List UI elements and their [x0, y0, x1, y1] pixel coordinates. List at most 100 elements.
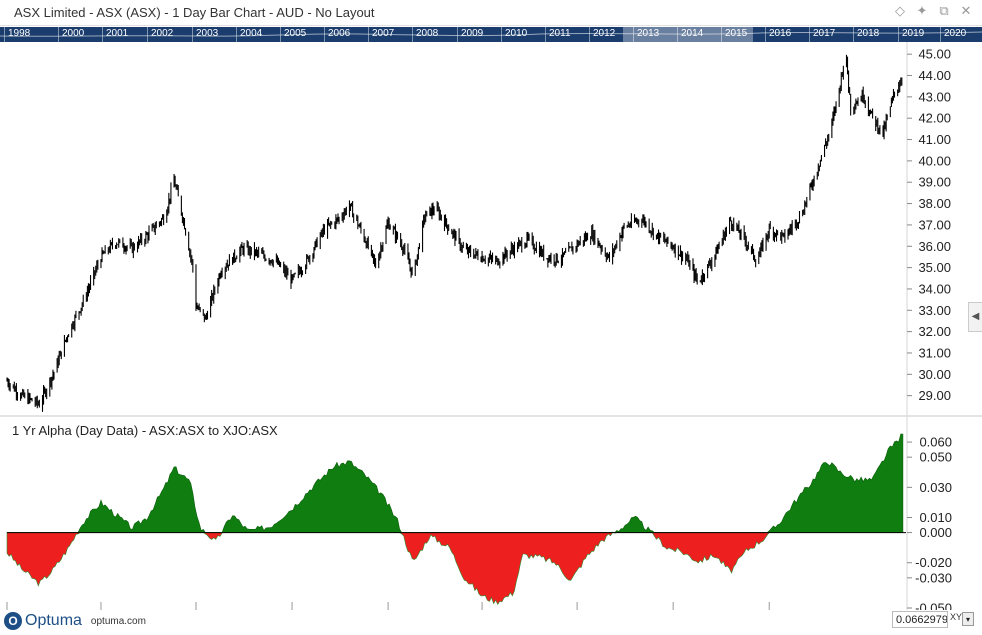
price-axis-label: 31.00 — [918, 345, 951, 360]
alpha-indicator-title: 1 Yr Alpha (Day Data) - ASX:ASX to XJO:A… — [12, 423, 278, 438]
window-title: ASX Limited - ASX (ASX) - 1 Day Bar Char… — [14, 5, 375, 20]
price-axis-label: 40.00 — [918, 153, 951, 168]
price-axis-label: 43.00 — [918, 89, 951, 104]
navigator-year-tick — [853, 27, 854, 42]
optuma-logo-mark-icon: O — [4, 612, 22, 630]
chevron-left-icon: ◀ — [971, 311, 980, 322]
side-panel-toggle[interactable]: ◀ — [968, 302, 982, 332]
navigator-year-tick — [412, 27, 413, 42]
close-icon[interactable]: ✕ — [960, 4, 972, 19]
timeline-navigator[interactable]: 1998 2000 2001 2002 2003 2004 2005 2006 2007 2008… — [0, 27, 982, 42]
navigator-year-label: 2001 — [106, 28, 129, 39]
x-axis-label: Jul — [201, 609, 218, 610]
navigator-year-tick — [501, 27, 502, 42]
restore-icon[interactable]: ⧉ — [939, 4, 949, 19]
price-axis-label: 41.00 — [918, 132, 951, 147]
alpha-axis-label: 0.030 — [919, 480, 952, 495]
navigator-year-label: 2008 — [416, 28, 439, 39]
alpha-axis-label: -0.030 — [915, 570, 952, 585]
price-axis-label: 36.00 — [918, 239, 951, 254]
navigator-year-tick — [898, 27, 899, 42]
navigator-year-label: 2009 — [461, 28, 484, 39]
navigator-year-label: 2003 — [196, 28, 219, 39]
navigator-window-selection[interactable] — [623, 27, 753, 42]
navigator-year-label: 2013 — [637, 28, 660, 39]
navigator-year-tick — [809, 27, 810, 42]
navigator-year-tick — [940, 27, 941, 42]
xy-label[interactable]: XY — [950, 612, 963, 622]
navigator-year-tick — [147, 27, 148, 42]
alpha-axis-label: -0.050 — [915, 601, 952, 611]
chart-area[interactable]: 45.00 44.00 43.00 42.00 41.00 40.00 39.00 38.00… — [0, 42, 982, 610]
navigator-year-label: 2019 — [902, 28, 925, 39]
alpha-axis-label: 0.000 — [919, 525, 952, 540]
pin-icon[interactable]: ✦ — [916, 4, 928, 19]
optuma-url: optuma.com — [90, 615, 146, 627]
navigator-year-label: 2006 — [328, 28, 351, 39]
navigator-year-tick — [58, 27, 59, 42]
navigator-year-label: 2011 — [549, 28, 571, 39]
x-axis-label: 2013 — [12, 609, 41, 610]
chevron-down-icon: ▾ — [965, 615, 970, 624]
price-axis-label: 42.00 — [918, 111, 951, 126]
price-axis-label: 33.00 — [918, 303, 951, 318]
price-axis-label: 45.00 — [918, 47, 951, 62]
readout-dropdown[interactable]: ▾ — [962, 612, 974, 626]
navigator-year-tick — [457, 27, 458, 42]
navigator-year-tick — [4, 27, 5, 42]
navigator-year-tick — [633, 27, 634, 42]
x-axis-label: 2014 — [393, 609, 422, 610]
x-axis-label: Oct — [297, 609, 318, 610]
x-axis-label: 2015 — [774, 609, 803, 610]
crosshair-value-readout: 0.0662979 — [892, 611, 948, 628]
navigator-year-tick — [765, 27, 766, 42]
optuma-logo-name: Optuma — [25, 612, 82, 629]
alpha-axis-label: -0.020 — [915, 555, 952, 570]
price-axis-label: 29.00 — [918, 388, 951, 403]
navigator-year-label: 2016 — [769, 28, 792, 39]
navigator-year-tick — [721, 27, 722, 42]
navigator-overview-line — [0, 31, 982, 37]
optuma-logo: O Optuma optuma.com — [4, 612, 146, 630]
navigator-year-tick — [677, 27, 678, 42]
layout-diamond-icon[interactable]: ◇ — [895, 4, 905, 19]
price-axis-label: 30.00 — [918, 367, 951, 382]
navigator-year-label: 2000 — [62, 28, 85, 39]
x-axis-label: Oct — [678, 609, 699, 610]
navigator-year-tick — [280, 27, 281, 42]
alpha-axis-label: 0.050 — [919, 450, 952, 465]
navigator-year-label: 2015 — [725, 28, 748, 39]
price-axis-label: 39.00 — [918, 175, 951, 190]
navigator-year-tick — [102, 27, 103, 42]
chart-footer: O Optuma optuma.com — [0, 610, 890, 635]
x-axis-label: Apr — [106, 609, 127, 610]
navigator-year-tick — [324, 27, 325, 42]
navigator-year-label: 2014 — [681, 28, 704, 39]
navigator-year-label: 2017 — [813, 28, 836, 39]
navigator-year-label: 1998 — [8, 28, 31, 39]
price-axis-label: 34.00 — [918, 281, 951, 296]
navigator-year-label: 2004 — [240, 28, 263, 39]
price-axis-label: 44.00 — [918, 68, 951, 83]
navigator-year-label: 2018 — [857, 28, 880, 39]
navigator-year-label: 2012 — [593, 28, 616, 39]
navigator-year-label: 2007 — [372, 28, 395, 39]
price-axis-label: 38.00 — [918, 196, 951, 211]
navigator-year-label: 2020 — [944, 28, 967, 39]
navigator-year-tick — [192, 27, 193, 42]
price-axis-label: 35.00 — [918, 260, 951, 275]
navigator-year-label: 2005 — [284, 28, 307, 39]
alpha-axis-label: 0.010 — [919, 510, 952, 525]
navigator-year-tick — [236, 27, 237, 42]
navigator-year-tick — [545, 27, 546, 42]
navigator-year-tick — [589, 27, 590, 42]
alpha-axis-label: 0.060 — [919, 435, 952, 450]
window-controls: ◇ ✦ ⧉ ✕ — [892, 3, 974, 21]
navigator-year-tick — [368, 27, 369, 42]
x-axis-label: Jul — [582, 609, 599, 610]
price-axis-label: 37.00 — [918, 217, 951, 232]
price-axis-label: 32.00 — [918, 324, 951, 339]
navigator-year-label: 2010 — [505, 28, 528, 39]
window-titlebar: ASX Limited - ASX (ASX) - 1 Day Bar Char… — [0, 0, 982, 26]
navigator-year-label: 2002 — [151, 28, 174, 39]
